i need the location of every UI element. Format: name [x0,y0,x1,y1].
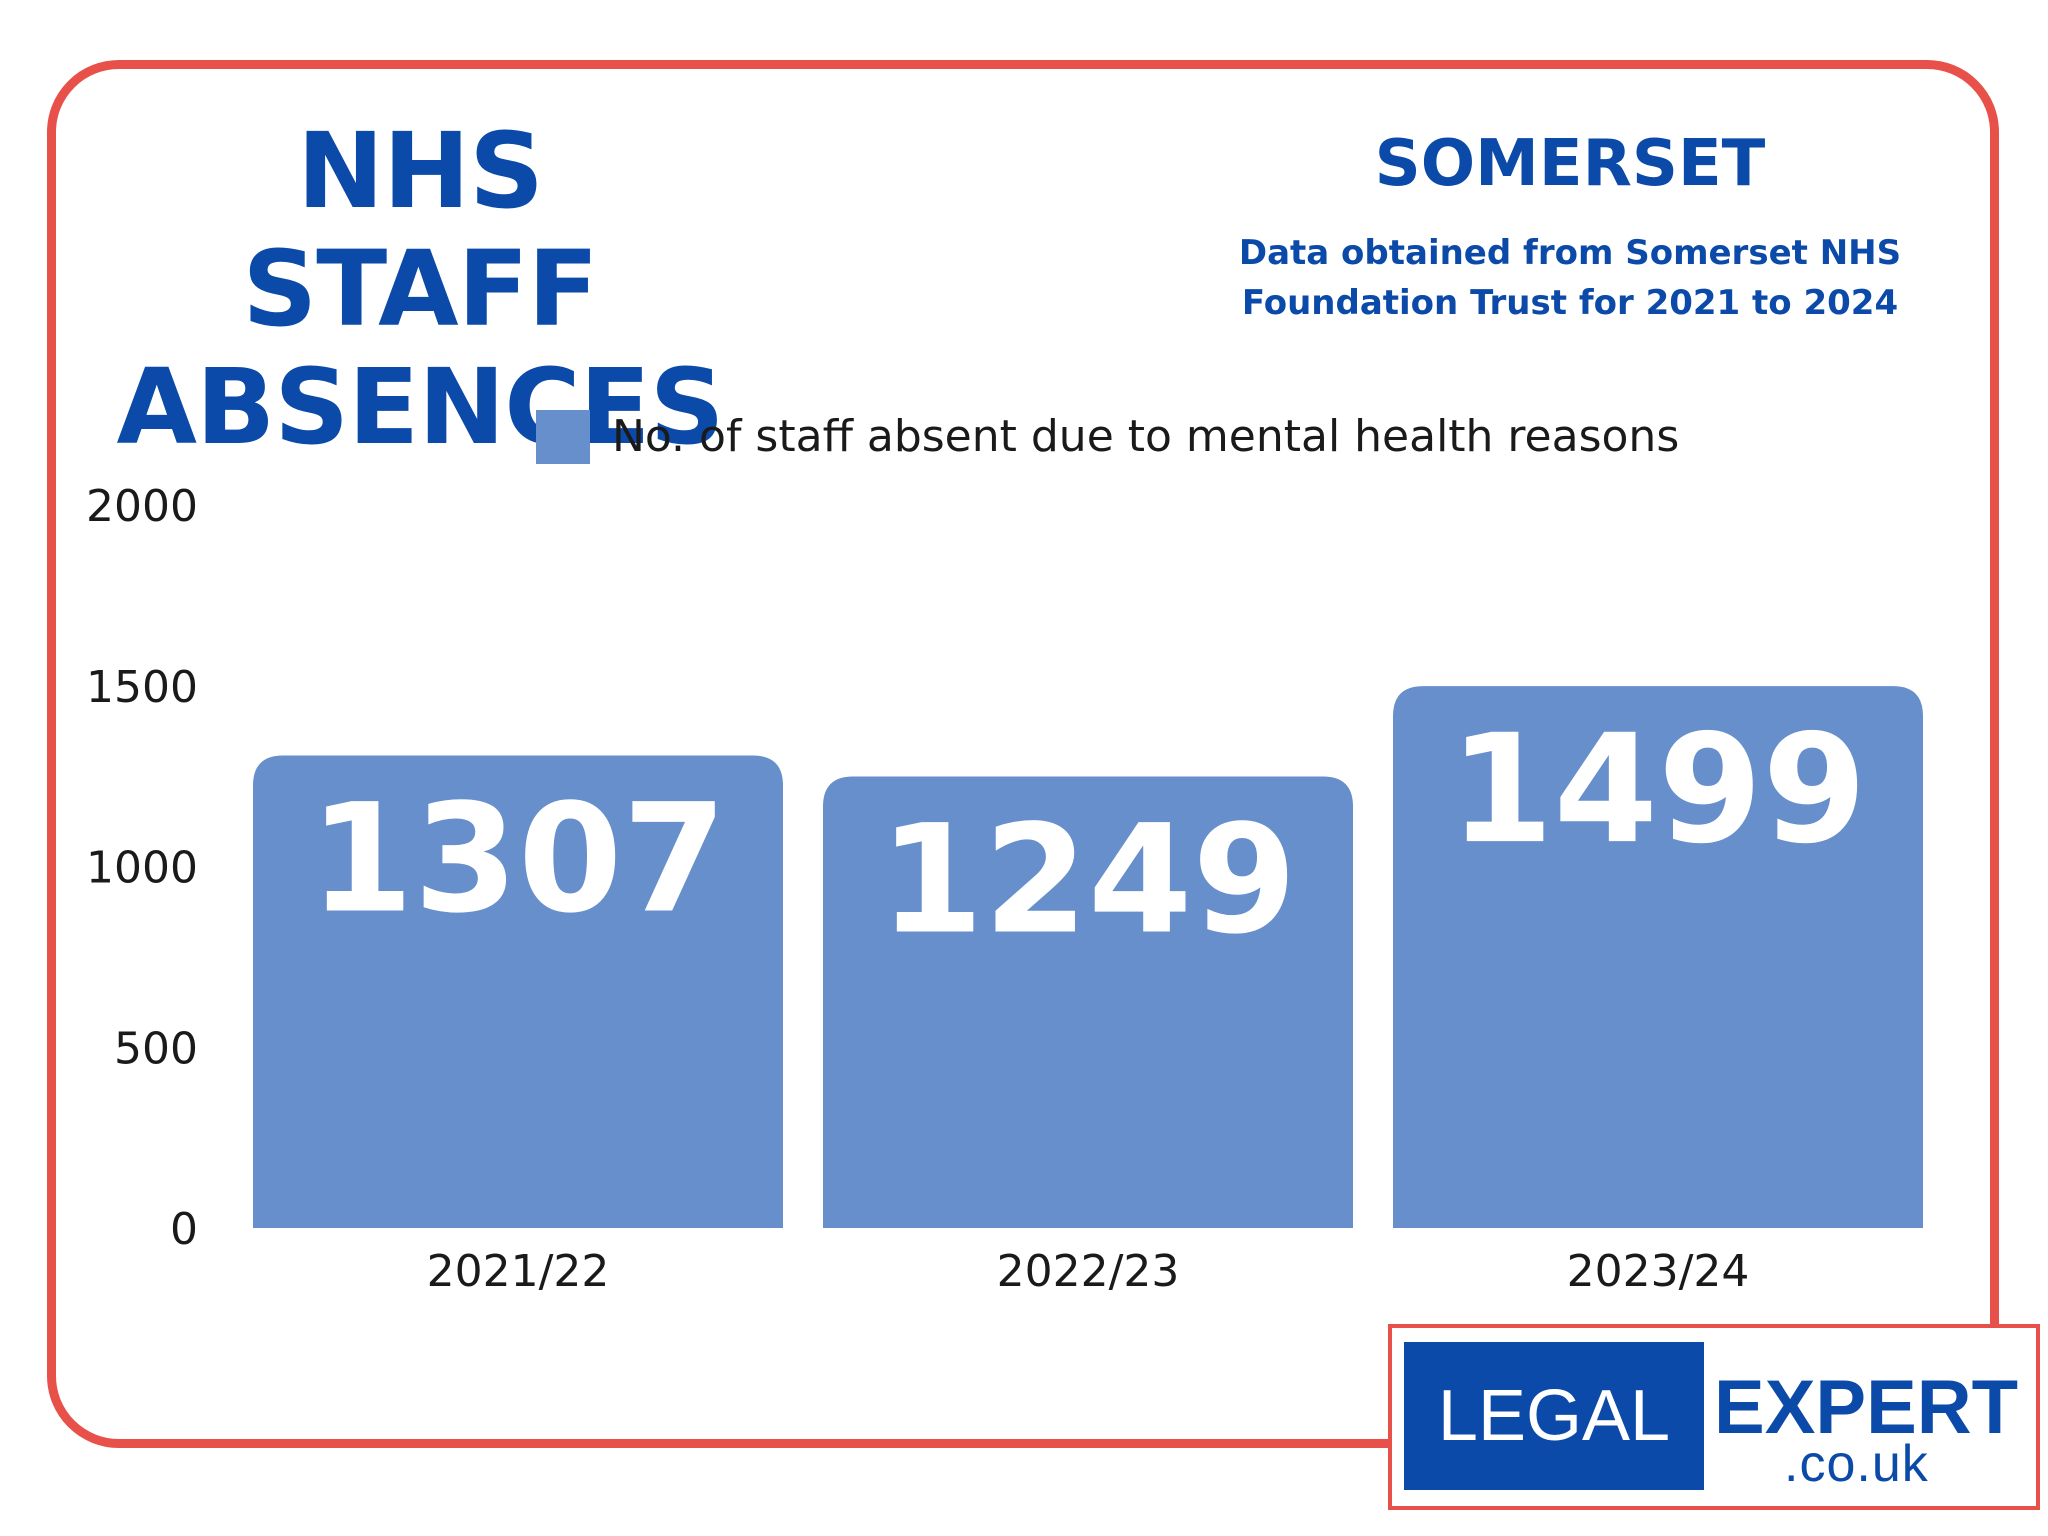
logo-domain-text: .co.uk [1784,1435,1929,1493]
region-label: SOMERSET [1374,127,1766,201]
y-tick-label: 1000 [86,843,198,894]
page-title: NHS STAFF ABSENCES [116,110,724,468]
source-note: Data obtained from Somerset NHS Foundati… [1238,233,1902,323]
x-tick-label: 2021/22 [427,1246,610,1297]
legend-label: No. of staff absent due to mental health… [612,411,1679,462]
x-tick-label: 2023/24 [1567,1246,1750,1297]
bar-value-label: 1307 [309,773,726,947]
bar-value-label: 1249 [879,793,1296,967]
y-tick-label: 1500 [86,662,198,713]
logo-expert-text: EXPERT [1714,1365,2019,1450]
y-tick-label: 0 [170,1204,198,1255]
logo-legal-text: LEGAL [1404,1342,1704,1490]
x-tick-label: 2022/23 [997,1246,1180,1297]
legal-expert-logo[interactable]: LEGAL EXPERT .co.uk [1388,1324,2040,1510]
bar [1393,686,1923,1228]
legend-swatch [536,410,590,464]
bar [253,755,783,1228]
bar-value-label: 1499 [1449,703,1866,877]
y-tick-label: 500 [114,1023,198,1074]
y-tick-label: 2000 [86,481,198,532]
bar [823,776,1353,1228]
